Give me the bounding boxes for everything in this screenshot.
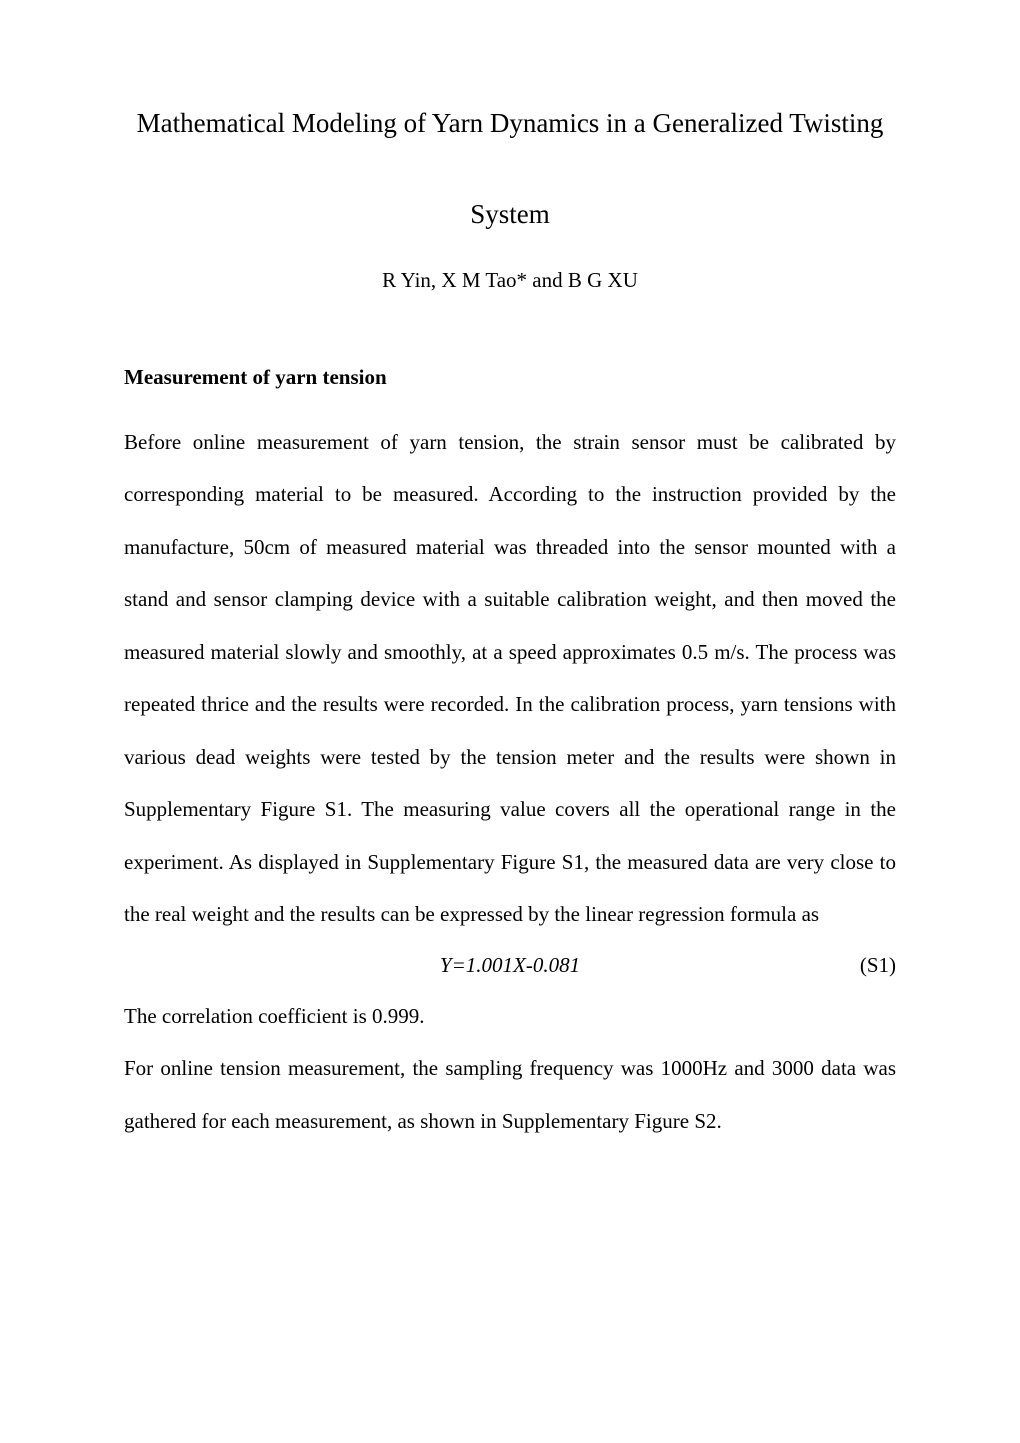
section-heading: Measurement of yarn tension [124,365,896,390]
equation-row: Y=1.001X-0.081 (S1) [124,953,896,978]
paper-authors: R Yin, X M Tao* and B G XU [124,268,896,293]
equation-formula: Y=1.001X-0.081 [440,953,580,978]
paragraph-1: Before online measurement of yarn tensio… [124,416,896,941]
correlation-sentence: The correlation coefficient is 0.999. [124,990,896,1043]
equation-number: (S1) [860,953,896,978]
paper-title-line1: Mathematical Modeling of Yarn Dynamics i… [124,105,896,143]
paragraph-2: For online tension measurement, the samp… [124,1042,896,1147]
paper-title-line2: System [124,199,896,230]
